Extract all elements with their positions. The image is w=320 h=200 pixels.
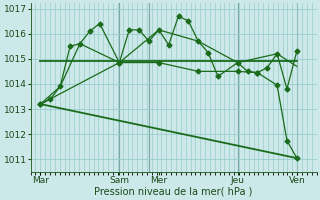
X-axis label: Pression niveau de la mer( hPa ): Pression niveau de la mer( hPa ) [94,187,253,197]
